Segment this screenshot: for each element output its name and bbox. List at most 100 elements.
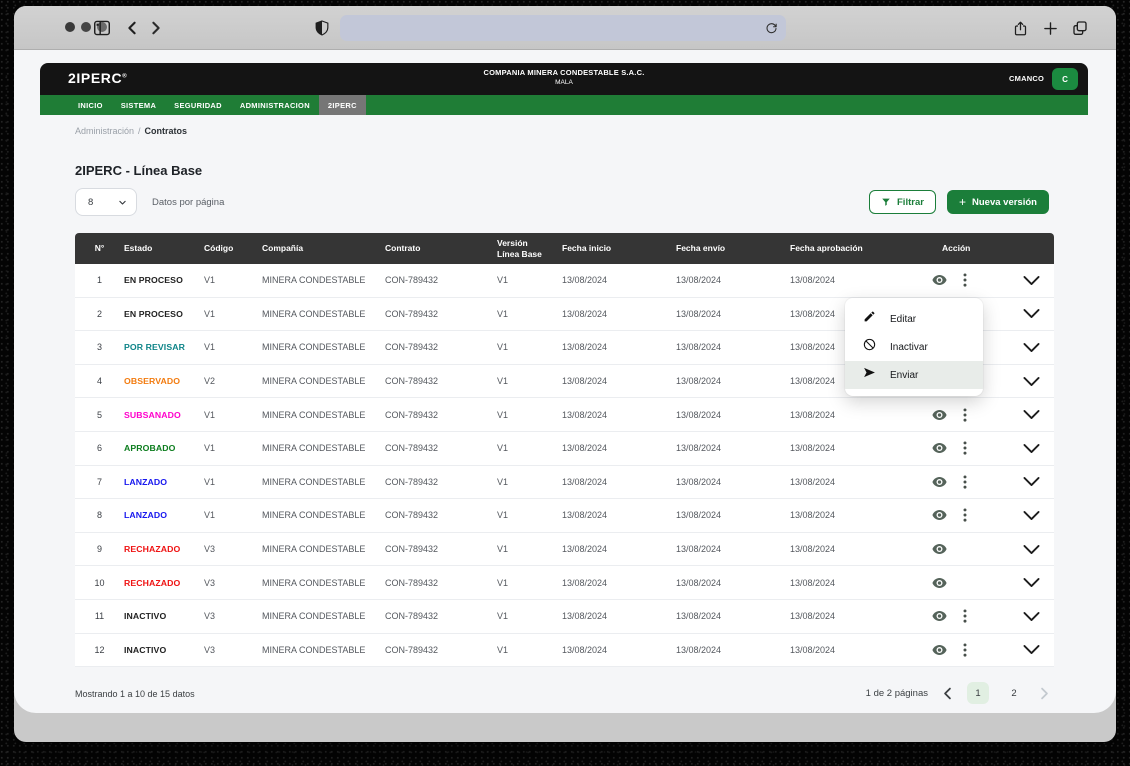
menu-item-inactivar[interactable]: Inactivar bbox=[845, 333, 983, 361]
kebab-icon[interactable] bbox=[963, 475, 967, 489]
kebab-icon[interactable] bbox=[963, 609, 967, 623]
next-page-icon[interactable] bbox=[1039, 687, 1050, 700]
main-nav: INICIO SISTEMA SEGURIDAD ADMINISTRACION … bbox=[40, 95, 1088, 115]
menu-item-editar[interactable]: Editar bbox=[845, 305, 983, 333]
tab-overview-icon[interactable] bbox=[1070, 18, 1090, 38]
expand-chevron-icon[interactable] bbox=[1023, 342, 1040, 353]
expand-chevron-icon[interactable] bbox=[1023, 577, 1040, 588]
filter-button[interactable]: Filtrar bbox=[869, 190, 936, 214]
kebab-icon[interactable] bbox=[963, 441, 967, 455]
cell-fecha-envio: 13/08/2024 bbox=[676, 308, 722, 319]
page-size-select[interactable]: 8 bbox=[75, 188, 137, 216]
cell-numero: 10 bbox=[94, 577, 105, 588]
cell-fecha-inicio: 13/08/2024 bbox=[562, 409, 608, 420]
cell-accion bbox=[932, 432, 1054, 465]
page-button-2[interactable]: 2 bbox=[1011, 687, 1017, 699]
kebab-icon[interactable] bbox=[963, 643, 967, 657]
view-icon[interactable] bbox=[932, 274, 947, 286]
nav-item-seguridad[interactable]: SEGURIDAD bbox=[174, 100, 222, 110]
avatar[interactable]: C bbox=[1052, 68, 1078, 90]
view-icon[interactable] bbox=[932, 476, 947, 488]
expand-chevron-icon[interactable] bbox=[1023, 510, 1040, 521]
view-icon[interactable] bbox=[932, 543, 947, 555]
privacy-shield-icon[interactable] bbox=[312, 18, 332, 38]
view-icon[interactable] bbox=[932, 509, 947, 521]
view-icon[interactable] bbox=[932, 577, 947, 589]
nav-item-inicio[interactable]: INICIO bbox=[78, 100, 103, 110]
address-bar[interactable] bbox=[340, 15, 786, 41]
breadcrumb-parent[interactable]: Administración bbox=[75, 126, 135, 136]
page-button-1[interactable]: 1 bbox=[967, 682, 989, 704]
cell-compania: MINERA CONDESTABLE bbox=[262, 308, 366, 319]
view-icon[interactable] bbox=[932, 442, 947, 454]
view-icon[interactable] bbox=[932, 610, 947, 622]
new-tab-icon[interactable] bbox=[1040, 18, 1060, 38]
expand-chevron-icon[interactable] bbox=[1023, 308, 1040, 319]
app-header: 2IPERC® COMPANIA MINERA CONDESTABLE S.A.… bbox=[40, 63, 1088, 95]
cell-estado: POR REVISAR bbox=[124, 342, 185, 353]
back-icon[interactable] bbox=[122, 18, 142, 38]
expand-chevron-icon[interactable] bbox=[1023, 476, 1040, 487]
expand-chevron-icon[interactable] bbox=[1023, 275, 1040, 286]
menu-item-enviar[interactable]: Enviar bbox=[845, 361, 983, 389]
cell-contrato: CON-789432 bbox=[385, 308, 439, 319]
cell-fecha-inicio: 13/08/2024 bbox=[562, 476, 608, 487]
cell-fecha-inicio: 13/08/2024 bbox=[562, 275, 608, 286]
traffic-light-minimize[interactable] bbox=[81, 22, 91, 32]
cell-compania: MINERA CONDESTABLE bbox=[262, 611, 366, 622]
cell-estado: LANZADO bbox=[124, 510, 168, 521]
traffic-light-close[interactable] bbox=[65, 22, 75, 32]
results-summary: Mostrando 1 a 10 de 15 datos bbox=[75, 689, 195, 699]
cell-estado: EN PROCESO bbox=[124, 275, 183, 286]
expand-chevron-icon[interactable] bbox=[1023, 644, 1040, 655]
cell-numero: 4 bbox=[96, 376, 102, 387]
traffic-light-zoom[interactable] bbox=[97, 22, 107, 32]
cell-fecha-aprobacion: 13/08/2024 bbox=[790, 544, 836, 555]
cell-accion bbox=[932, 398, 1054, 431]
cell-compania: MINERA CONDESTABLE bbox=[262, 510, 366, 521]
cell-fecha-aprobacion: 13/08/2024 bbox=[790, 510, 836, 521]
cell-fecha-inicio: 13/08/2024 bbox=[562, 544, 608, 555]
kebab-icon[interactable] bbox=[963, 508, 967, 523]
cell-version: V1 bbox=[497, 611, 509, 622]
expand-chevron-icon[interactable] bbox=[1023, 376, 1040, 387]
previous-page-icon[interactable] bbox=[942, 687, 953, 700]
new-version-button[interactable]: + Nueva versión bbox=[947, 190, 1049, 214]
refresh-icon[interactable] bbox=[765, 22, 778, 35]
cell-fecha-aprobacion: 13/08/2024 bbox=[790, 476, 836, 487]
breadcrumb-current: Contratos bbox=[144, 126, 188, 136]
cell-compania: MINERA CONDESTABLE bbox=[262, 275, 366, 286]
cell-fecha-aprobacion: 13/08/2024 bbox=[790, 308, 836, 319]
cell-fecha-envio: 13/08/2024 bbox=[676, 476, 722, 487]
expand-chevron-icon[interactable] bbox=[1023, 611, 1040, 622]
cell-estado: EN PROCESO bbox=[124, 308, 183, 319]
view-icon[interactable] bbox=[932, 409, 947, 421]
view-icon[interactable] bbox=[932, 644, 947, 656]
expand-chevron-icon[interactable] bbox=[1023, 409, 1040, 420]
cell-codigo: V1 bbox=[204, 409, 216, 420]
browser-window: 2IPERC® COMPANIA MINERA CONDESTABLE S.A.… bbox=[14, 6, 1116, 742]
cell-version: V1 bbox=[497, 577, 509, 588]
cell-version: V1 bbox=[497, 544, 509, 555]
cell-fecha-envio: 13/08/2024 bbox=[676, 577, 722, 588]
username: CMANCO bbox=[1009, 74, 1044, 83]
kebab-icon[interactable] bbox=[963, 408, 967, 422]
sidebar-toggle-icon[interactable] bbox=[92, 18, 112, 38]
kebab-icon[interactable] bbox=[963, 273, 967, 287]
forward-icon[interactable] bbox=[146, 18, 166, 38]
column-header: N° bbox=[94, 243, 105, 254]
nav-item-sistema[interactable]: SISTEMA bbox=[120, 100, 157, 110]
cell-codigo: V3 bbox=[204, 577, 216, 588]
column-header: Compañía bbox=[262, 243, 304, 254]
nav-item-2iperc[interactable]: 2IPERC bbox=[318, 95, 366, 115]
company-name: COMPANIA MINERA CONDESTABLE S.A.C. bbox=[483, 68, 645, 77]
cell-contrato: CON-789432 bbox=[385, 275, 439, 286]
table-row: 6 APROBADO V1 MINERA CONDESTABLE CON-789… bbox=[75, 431, 1054, 466]
nav-item-administracion[interactable]: ADMINISTRACION bbox=[239, 100, 310, 110]
cell-version: V1 bbox=[497, 342, 509, 353]
cell-estado: OBSERVADO bbox=[124, 376, 181, 387]
expand-chevron-icon[interactable] bbox=[1023, 443, 1040, 454]
cell-fecha-envio: 13/08/2024 bbox=[676, 510, 722, 521]
share-icon[interactable] bbox=[1010, 18, 1030, 38]
expand-chevron-icon[interactable] bbox=[1023, 544, 1040, 555]
